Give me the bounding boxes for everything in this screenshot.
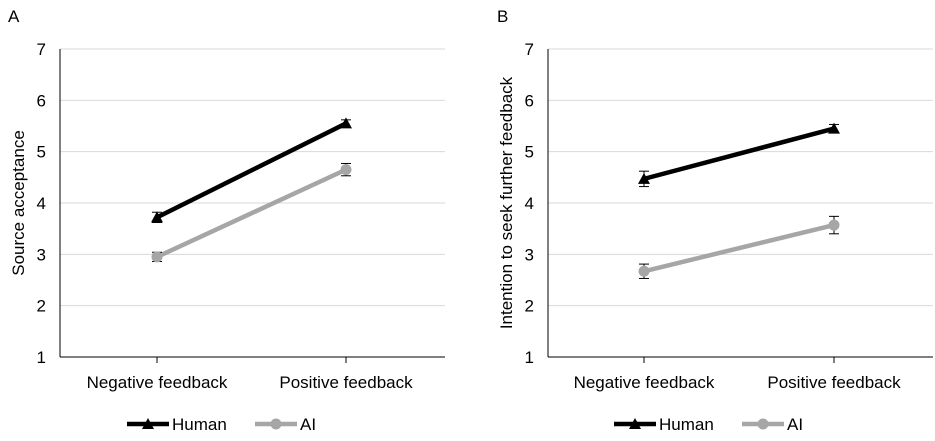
series-line-ai [643,222,835,274]
panel-label: A [8,7,20,26]
chart-panel-a: A 1 2 3 4 5 6 7 Negative feedback Positive feedba… [8,7,445,434]
y-tick-label: 5 [525,143,534,162]
legend-label-ai: AI [787,415,803,434]
chart-panel-b: B 1 2 3 4 5 6 7 Negative feedback Positive feedba… [497,7,933,434]
data-point-human [151,211,163,223]
legend-label-ai: AI [300,415,316,434]
legend-marker-human [629,418,641,429]
y-tick-label: 6 [525,91,534,110]
y-tick-label: 2 [525,297,534,316]
data-point-human [340,117,352,129]
data-point-human [828,122,840,134]
y-tick-label: 7 [37,40,46,59]
data-point-human [638,172,650,184]
legend-marker-human [142,418,154,429]
x-tick-label: Positive feedback [767,373,901,392]
y-tick-label: 4 [37,194,46,213]
series-line-ai [156,167,347,259]
y-tick-label: 7 [525,40,534,59]
x-tick-label: Negative feedback [574,373,715,392]
y-tick-label: 1 [37,348,46,367]
y-tick-label: 4 [525,194,534,213]
series-line-human [155,121,348,220]
panel-label: B [497,7,508,26]
data-point-ai [638,265,650,277]
legend-label-human: Human [659,415,714,434]
series-line-human [643,126,835,182]
legend-marker-ai [757,418,769,430]
y-tick-label: 3 [525,245,534,264]
data-point-ai [828,219,840,231]
y-tick-label: 5 [37,143,46,162]
legend-marker-ai [270,418,282,430]
y-axis-label: Intention to seek further feedback [497,76,516,329]
x-tick-label: Negative feedback [87,373,228,392]
data-point-ai [340,164,352,176]
y-tick-label: 6 [37,91,46,110]
y-axis-label: Source acceptance [9,130,28,276]
legend-label-human: Human [172,415,227,434]
y-tick-label: 3 [37,245,46,264]
y-tick-label: 2 [37,297,46,316]
x-tick-label: Positive feedback [279,373,413,392]
data-point-ai [151,251,163,263]
y-tick-label: 1 [525,348,534,367]
